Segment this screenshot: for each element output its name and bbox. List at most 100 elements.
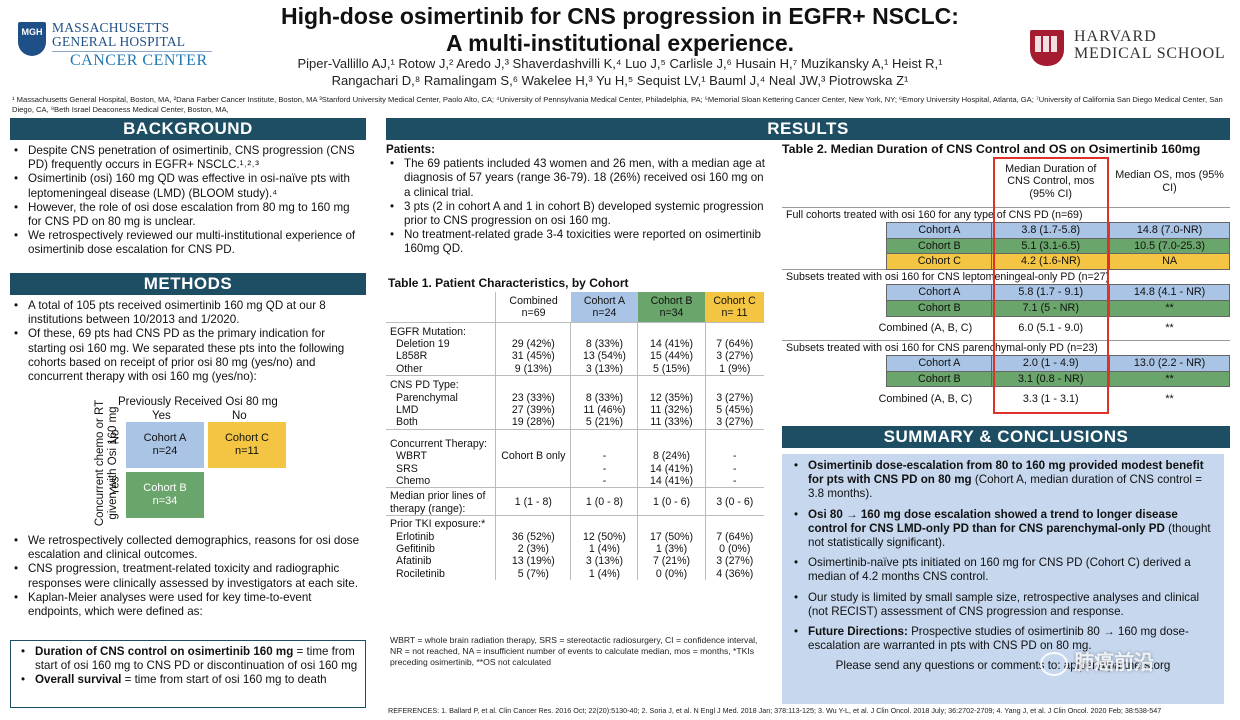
background-list: Despite CNS penetration of osimertinib, …: [10, 144, 366, 258]
table-cell: 1 (0 - 8): [570, 487, 638, 516]
cohort-diagram: Previously Received Osi 80 mg Yes No Con…: [80, 394, 290, 526]
table-row: Deletion 19 29 (42%) 8 (33%) 14 (41%) 7 (64%…: [386, 337, 764, 351]
list-item: No treatment-related grade 3-4 toxicitie…: [386, 228, 766, 256]
table-cell: WBRT: [396, 450, 427, 463]
methods-section-top: A total of 105 pts received osimertinib …: [10, 299, 366, 384]
table2-median-duration: Median Duration of CNS Control, mos (95%…: [782, 157, 1230, 411]
table-cell: 5 (15%): [637, 362, 706, 376]
affiliations: ¹ Massachusetts General Hospital, Boston…: [12, 95, 1223, 114]
table-cell: Gefitinib: [396, 543, 435, 555]
table-header-cell: [386, 292, 496, 322]
list-item: 3 pts (2 in cohort A and 1 in cohort B) …: [386, 200, 766, 228]
table-header-cell: Cohort B n=34: [637, 292, 706, 322]
table-row: L858R 31 (45%) 13 (54%) 15 (44%) 3 (27%): [386, 350, 764, 363]
table-cell: Deletion 19: [396, 337, 450, 350]
list-item: Osimertinib (osi) 160 mg QD was effectiv…: [10, 172, 366, 200]
table-header-row: Median Duration of CNS Control, mos (95%…: [782, 157, 1230, 207]
table-row: Cohort A 2.0 (1 - 4.9) 13.0 (2.2 - NR): [782, 355, 1230, 372]
table-cell: Parenchymal: [396, 391, 458, 404]
table-row: Both 19 (28%) 5 (21%) 11 (33%) 3 (27%): [386, 416, 764, 430]
methods-heading: METHODS: [10, 273, 366, 295]
table-cell: Cohort A: [886, 284, 993, 302]
table-cell: **: [1165, 392, 1174, 405]
table-row: LMD 27 (39%) 11 (46%) 11 (32%) 5 (45%): [386, 403, 764, 417]
table-cell: 7.1 (5 - NR): [991, 300, 1111, 317]
table-header-cell: Median Duration of CNS Control, mos (95%…: [1005, 162, 1097, 201]
list-item: A total of 105 pts received osimertinib …: [10, 299, 366, 327]
definitions-list: Duration of CNS control on osimertinib 1…: [17, 645, 359, 688]
table-cell: 2 (3%): [495, 543, 571, 556]
authors-line1: Piper-Vallillo AJ,¹ Rotow J,² Aredo J,³ …: [297, 56, 943, 71]
table1-footnote: WBRT = whole brain radiation therapy, SR…: [390, 635, 758, 667]
table-cell: 14 (41%): [637, 474, 706, 488]
table-cell: 8 (33%): [570, 391, 638, 404]
summary-heading: SUMMARY & CONCLUSIONS: [782, 426, 1230, 448]
table-section-label: Full cohorts treated with osi 160 for an…: [782, 206, 1230, 223]
background-section: Despite CNS penetration of osimertinib, …: [10, 144, 366, 258]
table-cell: 7 (64%): [704, 337, 764, 351]
table-cell: -: [704, 462, 764, 475]
list-item: Of these, 69 pts had CNS PD as the prima…: [10, 327, 366, 384]
table-section-row: Subsets treated with osi 160 for CNS par…: [782, 339, 1230, 356]
table-cell: [782, 285, 887, 301]
diagram-side-title: Concurrent chemo or RT given with Osi 16…: [94, 399, 119, 527]
harvard-medical-school-logo: HARVARD MEDICAL SCHOOL: [1030, 28, 1230, 68]
table-cell: -: [570, 450, 638, 463]
table-row: Cohort A 3.8 (1.7-5.8) 14.8 (7.0-NR): [782, 222, 1230, 239]
summary-text: (thought not statistically significant).: [808, 521, 1211, 550]
table-group-label: Median prior lines of therapy (range):: [386, 487, 496, 516]
summary-bold: Osi 80 → 160 mg dose escalation showed a…: [808, 507, 1178, 535]
table-cell: 5 (7%): [495, 567, 571, 581]
patients-label: Patients:: [386, 143, 435, 156]
table-group-label: CNS PD Type:: [386, 375, 496, 392]
wechat-icon: [1040, 651, 1068, 676]
table-cell: 4 (36%): [704, 567, 764, 581]
table-group-label: Concurrent Therapy:: [386, 428, 496, 451]
table-cell: [570, 321, 638, 338]
table-cell: Both: [396, 416, 418, 429]
table-header-cell: [782, 157, 887, 207]
table-cell: Cohort B: [886, 237, 993, 255]
table-cell: 3 (27%): [704, 416, 764, 430]
table-cell: -: [704, 450, 764, 463]
table-cell: Cohort A: [886, 355, 993, 372]
table-cell: 0 (0%): [637, 567, 706, 581]
table-cell: [704, 428, 764, 451]
table-cell: 12 (50%): [570, 530, 638, 543]
table-cell: Combined (A, B, C): [878, 392, 973, 405]
definition-term: Overall survival: [35, 673, 122, 687]
table-cell: 23 (33%): [495, 391, 571, 404]
table-cell: 3 (13%): [570, 555, 638, 568]
patients-list: The 69 patients included 43 women and 26…: [386, 157, 766, 256]
table-cell: 29 (42%): [495, 337, 571, 351]
table-group-row: CNS PD Type:: [386, 375, 764, 392]
table-cell: [704, 515, 764, 531]
table-cell: -: [704, 474, 764, 488]
table-cell: 4.2 (1.6-NR): [991, 253, 1111, 270]
table-cell: **: [1165, 321, 1174, 334]
table-cell: 31 (45%): [495, 350, 571, 363]
table1-patient-characteristics: Combined n=69 Cohort A n=24 Cohort B n=3…: [386, 292, 764, 581]
table-cell: [782, 356, 887, 372]
table-header-cell: Combined n=69: [495, 292, 571, 322]
table-cell: NA: [1109, 253, 1230, 270]
authors-line2: Rangachari D,⁸ Ramalingam S,⁶ Wakelee H,…: [331, 73, 909, 88]
table-row: Cohort B 5.1 (3.1-6.5) 10.5 (7.0-25.3): [782, 237, 1230, 255]
list-item: Osi 80 → 160 mg dose escalation showed a…: [790, 508, 1216, 551]
cohort-c-box: Cohort C n=11: [208, 422, 286, 468]
table-cell: 36 (52%): [495, 530, 571, 543]
table-cell: 13 (19%): [495, 555, 571, 568]
table-cell: 5 (21%): [570, 416, 638, 430]
table-cell: [782, 238, 887, 254]
cohort-a-label: Cohort A n=24: [143, 432, 187, 457]
table-cell: LMD: [396, 403, 419, 416]
table-cell: 8 (24%): [637, 450, 706, 463]
table-cell: 0 (0%): [704, 543, 764, 556]
table-cell: **: [1109, 370, 1230, 388]
references: REFERENCES: 1. Ballard P, et al. Clin Ca…: [388, 706, 1162, 715]
table-cell: 5 (45%): [704, 403, 764, 417]
table-row: Erlotinib 36 (52%) 12 (50%) 17 (50%) 7 (64%): [386, 530, 764, 543]
summary-list: Osimertinib dose-escalation from 80 to 1…: [790, 459, 1216, 653]
table-header-cell: Median OS, mos (95% CI): [1115, 169, 1224, 194]
watermark: 肺癌前沿: [1040, 646, 1230, 686]
